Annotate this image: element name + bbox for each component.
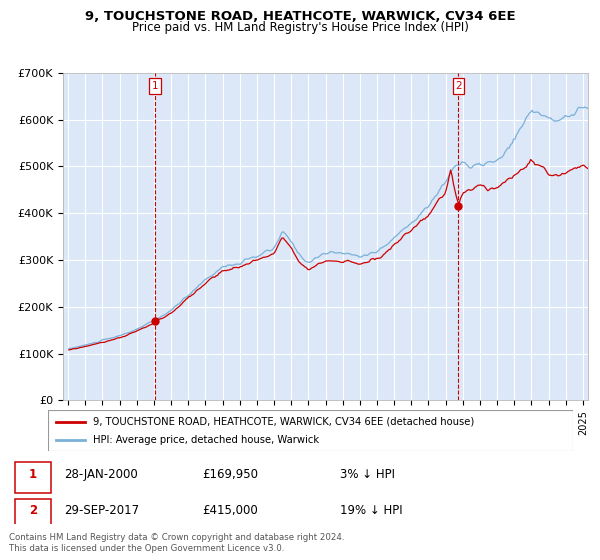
Text: 2: 2	[29, 504, 37, 517]
Text: Price paid vs. HM Land Registry's House Price Index (HPI): Price paid vs. HM Land Registry's House …	[131, 21, 469, 34]
Text: £415,000: £415,000	[202, 504, 258, 517]
FancyBboxPatch shape	[15, 499, 50, 530]
Text: 1: 1	[152, 81, 158, 91]
Text: HPI: Average price, detached house, Warwick: HPI: Average price, detached house, Warw…	[92, 435, 319, 445]
Text: Contains HM Land Registry data © Crown copyright and database right 2024.
This d: Contains HM Land Registry data © Crown c…	[9, 533, 344, 553]
Text: 2: 2	[455, 81, 462, 91]
Text: £169,950: £169,950	[202, 468, 258, 480]
Text: 29-SEP-2017: 29-SEP-2017	[64, 504, 139, 517]
Text: 1: 1	[29, 468, 37, 480]
Text: 9, TOUCHSTONE ROAD, HEATHCOTE, WARWICK, CV34 6EE (detached house): 9, TOUCHSTONE ROAD, HEATHCOTE, WARWICK, …	[92, 417, 474, 427]
Point	[454, 202, 463, 211]
Point	[151, 316, 160, 325]
FancyBboxPatch shape	[15, 463, 50, 493]
Text: 3% ↓ HPI: 3% ↓ HPI	[340, 468, 395, 480]
Text: 9, TOUCHSTONE ROAD, HEATHCOTE, WARWICK, CV34 6EE: 9, TOUCHSTONE ROAD, HEATHCOTE, WARWICK, …	[85, 10, 515, 23]
Text: 19% ↓ HPI: 19% ↓ HPI	[340, 504, 403, 517]
Text: 28-JAN-2000: 28-JAN-2000	[64, 468, 137, 480]
